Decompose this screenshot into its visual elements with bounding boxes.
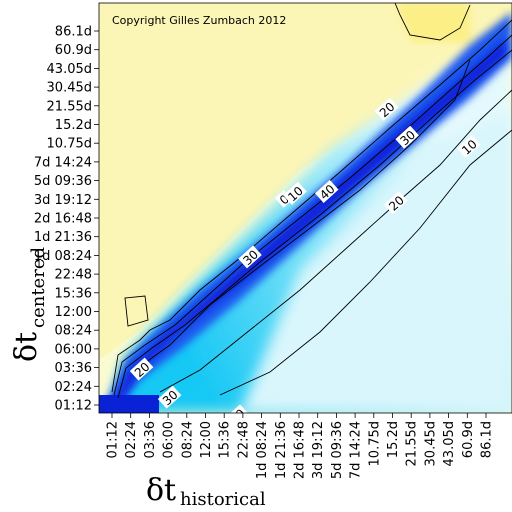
x-axis-symbol: δt	[146, 473, 176, 508]
y-tick-label: 15:36	[55, 286, 92, 301]
contour-label: 10	[225, 404, 249, 427]
contour-line	[159, 89, 512, 393]
contour-label-bg	[225, 404, 249, 413]
x-tick-label: 06:00	[162, 421, 177, 458]
y-tick-label: 86.1d	[55, 25, 92, 40]
y-tick-label: 1d 08:24	[34, 249, 92, 264]
x-tick-label: 60.9d	[461, 421, 476, 458]
upper-corner-region	[395, 3, 470, 42]
x-tick-label: 08:24	[180, 421, 195, 458]
y-tick-label: 7d 14:24	[34, 155, 92, 170]
x-tick-label: 1d 08:24	[255, 421, 270, 479]
x-tick-label: 21.55d	[405, 421, 420, 466]
x-axis-subscript: historical	[180, 489, 266, 510]
y-tick-label: 01:12	[55, 399, 92, 414]
bottom-left-block	[99, 395, 159, 413]
x-tick-label: 10.75d	[367, 421, 382, 466]
y-axis-symbol: δt	[9, 332, 44, 362]
y-tick-label: 12:00	[55, 305, 92, 320]
x-tick-label: 86.1d	[480, 421, 495, 458]
y-tick-label: 5d 09:36	[34, 174, 92, 189]
y-tick-label: 08:24	[55, 324, 92, 339]
contour-label-bg	[457, 135, 481, 159]
contour-label-bg	[314, 179, 339, 203]
contour-line	[124, 295, 149, 327]
y-tick-label: 03:36	[55, 361, 92, 376]
contour-label-text: 10	[227, 406, 248, 427]
contour-label-bg	[238, 245, 262, 269]
y-tick-label: 3d 19:12	[34, 193, 92, 208]
y-tick-label: 15.2d	[55, 118, 92, 133]
y-axis: 01:12 02:24 03:36 06:00 08:24 12:00 15:36 22:48…	[34, 25, 99, 414]
x-tick-label: 30.45d	[423, 421, 438, 466]
x-tick-label: 5d 09:36	[330, 421, 345, 479]
plot-frame	[98, 2, 512, 414]
x-tick-label: 02:24	[124, 421, 139, 458]
contour-label-bg	[274, 190, 293, 208]
contour-line	[134, 59, 471, 371]
contour-line	[113, 34, 512, 396]
y-tick-label: 30.45d	[47, 81, 92, 96]
x-tick-label: 12:00	[199, 421, 214, 458]
y-tick-label: 22:48	[55, 268, 92, 283]
copyright-text: Copyright Gilles Zumbach 2012	[112, 14, 286, 27]
x-axis-title: δt historical	[146, 473, 266, 510]
x-tick-label: 01:12	[106, 421, 121, 458]
y-axis-subscript: centered	[28, 247, 49, 328]
contour-line	[117, 49, 512, 399]
y-tick-label: 02:24	[55, 380, 92, 395]
x-tick-label: 7d 14:24	[349, 421, 364, 479]
y-tick-label: 10.75d	[47, 137, 92, 152]
contour-label-bg	[283, 181, 307, 205]
x-tick-label: 1d 21:36	[274, 421, 289, 479]
x-tick-label: 2d 16:48	[293, 421, 308, 479]
lower-light-region	[240, 110, 512, 413]
y-tick-label: 60.9d	[55, 43, 92, 58]
upper-region	[99, 3, 512, 360]
x-tick-label: 15.2d	[386, 421, 401, 458]
y-tick-label: 1d 21:36	[34, 230, 92, 245]
contour-line	[219, 129, 512, 396]
x-tick-label: 3d 19:12	[311, 421, 326, 479]
x-tick-label: 03:36	[143, 421, 158, 458]
y-tick-label: 43.05d	[47, 62, 92, 77]
contour-lines	[111, 3, 512, 399]
contour-label-bg	[374, 97, 399, 121]
x-axis: 01:12 02:24 03:36 06:00 08:24 12:00 15:36 22:48…	[106, 413, 495, 479]
x-tick-label: 15:36	[218, 421, 233, 458]
x-tick-label: 22:48	[236, 421, 251, 458]
y-tick-label: 06:00	[55, 342, 92, 357]
y-tick-label: 21.55d	[47, 99, 92, 114]
y-tick-label: 2d 16:48	[34, 212, 92, 227]
contour-label-bg	[157, 385, 182, 409]
contour-label-bg	[395, 125, 419, 149]
x-tick-label: 43.05d	[442, 421, 457, 466]
y-axis-title: δt centered	[9, 247, 49, 362]
contour-line	[394, 3, 471, 41]
contour-label-bg	[384, 191, 408, 215]
contour-label-bg	[129, 357, 154, 381]
